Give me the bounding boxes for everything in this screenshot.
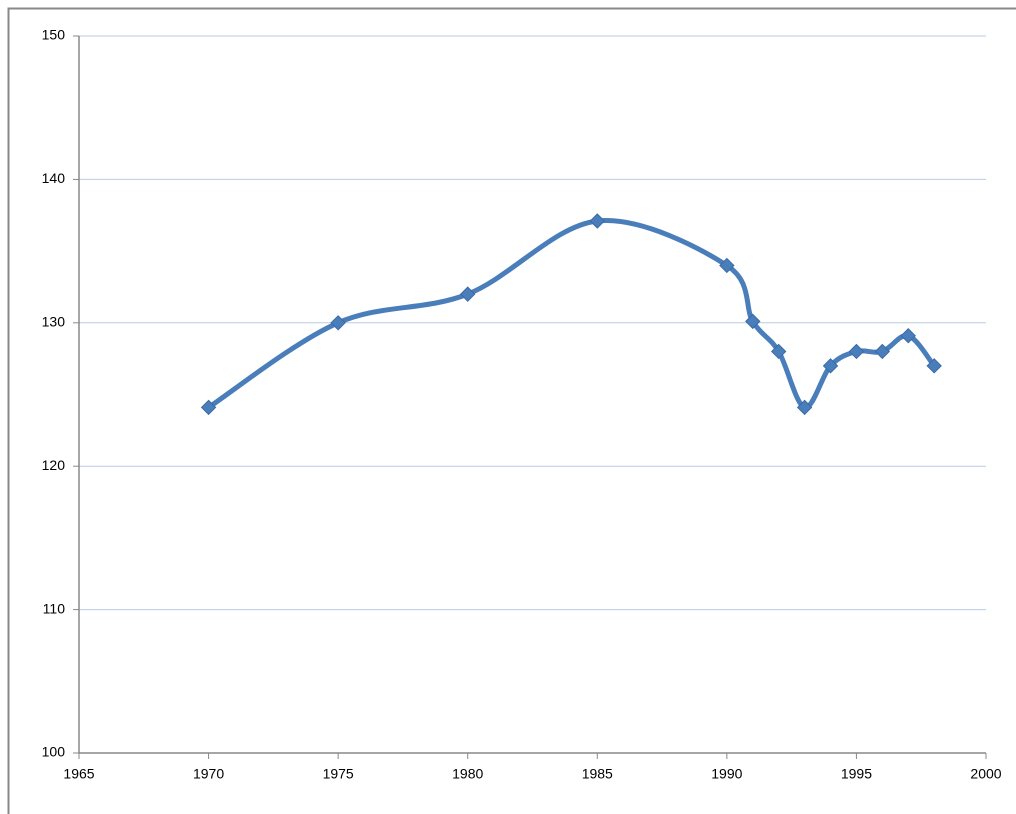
x-tick-label: 1995 [841, 766, 872, 782]
y-tick-label: 120 [42, 457, 66, 473]
x-tick-label: 1985 [582, 766, 613, 782]
y-tick-label: 140 [42, 170, 66, 186]
chart-border [7, 7, 1016, 814]
data-point [330, 315, 346, 331]
y-tick-label: 130 [42, 314, 66, 330]
y-tick-label: 100 [42, 744, 66, 760]
data-point [719, 257, 735, 274]
data-point [926, 358, 942, 374]
data-point [460, 286, 476, 302]
x-tick-label: 1990 [711, 766, 742, 782]
data-point [770, 343, 787, 360]
x-tick-label: 1970 [193, 766, 224, 782]
data-point [589, 213, 605, 229]
data-point [874, 343, 891, 360]
data-point [822, 358, 839, 374]
x-tick-label: 1965 [63, 766, 94, 782]
x-tick-label: 2000 [970, 766, 1001, 782]
data-point [848, 343, 865, 360]
y-tick-label: 110 [43, 600, 66, 616]
data-point [796, 399, 813, 416]
data-point [200, 399, 217, 416]
x-tick-label: 1980 [452, 766, 483, 782]
x-tick-label: 1975 [323, 766, 354, 782]
data-point [745, 313, 761, 330]
series-line [206, 218, 937, 410]
data-point [900, 327, 916, 344]
y-tick-label: 150 [42, 27, 66, 43]
